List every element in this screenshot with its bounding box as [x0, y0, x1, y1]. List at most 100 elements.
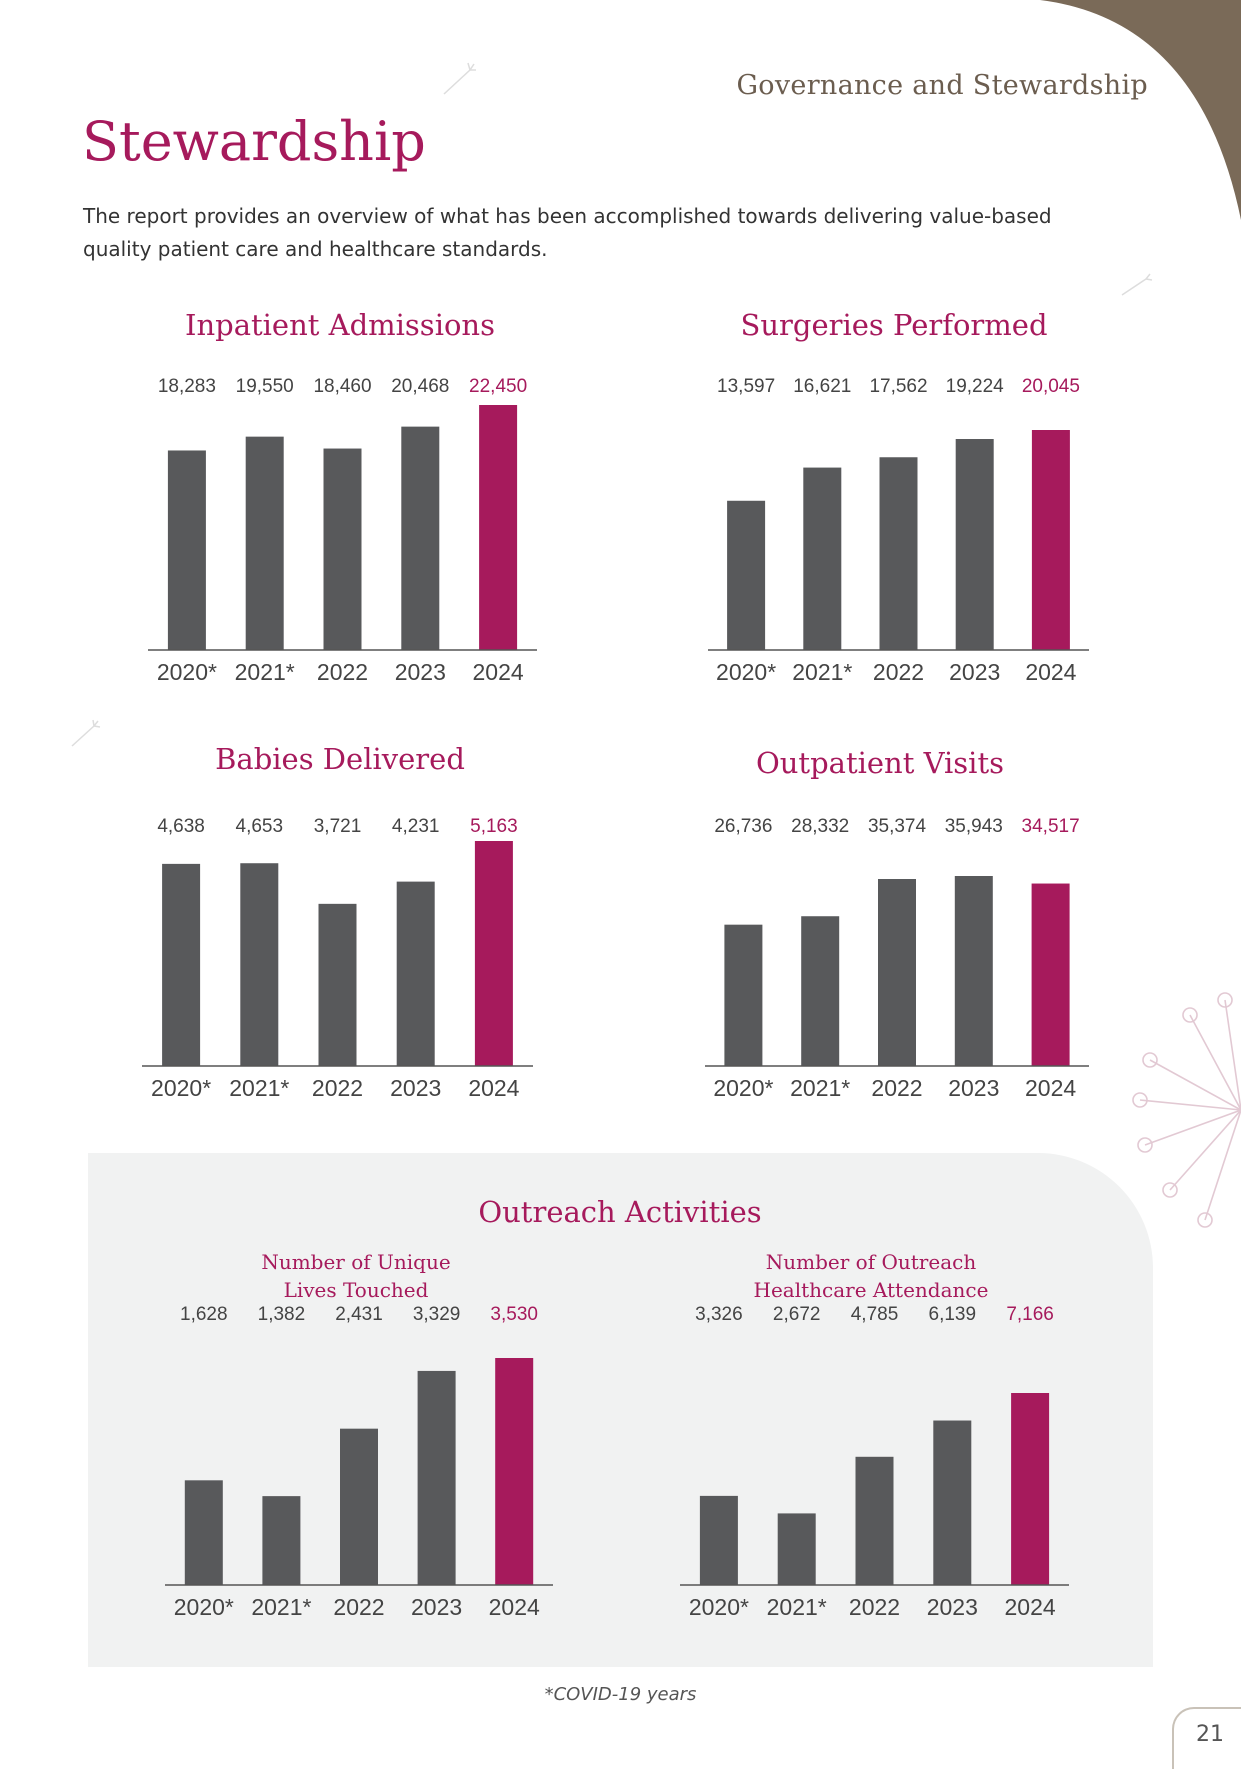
bar-2023 — [396, 881, 435, 1066]
x-tick-label: 2021* — [235, 659, 295, 685]
outreach-title: Outreach Activities — [478, 1195, 762, 1229]
data-label: 26,736 — [714, 816, 772, 837]
data-label: 19,550 — [236, 376, 294, 397]
bar-2023 — [401, 426, 440, 650]
bar-2022 — [318, 903, 357, 1066]
bar-2023 — [955, 439, 994, 650]
sprig-decoration-icon — [443, 62, 476, 95]
x-tick-label: 2021* — [229, 1075, 289, 1101]
data-label: 34,517 — [1022, 816, 1080, 837]
x-tick-label: 2020* — [157, 659, 217, 685]
data-label: 13,597 — [717, 376, 775, 397]
bar-2022 — [340, 1428, 378, 1585]
chart-title-surgeries: Surgeries Performed — [740, 308, 1048, 342]
x-tick-label: 2022 — [317, 659, 368, 685]
bar-2023 — [954, 876, 993, 1066]
bar-2023 — [417, 1370, 456, 1585]
x-tick-label: 2024 — [1025, 659, 1076, 685]
x-tick-label: 2023 — [949, 659, 1000, 685]
x-tick-label: 2022 — [871, 1075, 922, 1101]
bar-2022 — [323, 448, 362, 650]
x-tick-label: 2024 — [1005, 1594, 1056, 1620]
bar-2021-covid — [262, 1496, 301, 1585]
subtitle-line: Number of Unique — [261, 1250, 451, 1274]
data-label: 18,283 — [158, 376, 216, 397]
data-label: 4,231 — [392, 816, 440, 837]
chart-surgeries-performed: 13,597 2020* 16,621 2021* 17,562 2022 19,224 20… — [708, 376, 1089, 685]
data-label: 35,374 — [868, 816, 927, 837]
data-label: 1,382 — [258, 1304, 306, 1325]
bar-2022 — [878, 879, 916, 1066]
page-number: 21 — [1196, 1722, 1224, 1747]
x-tick-label: 2023 — [395, 659, 446, 685]
data-label: 22,450 — [469, 376, 527, 397]
bar-2022 — [855, 1456, 894, 1585]
chart-title-inpatient: Inpatient Admissions — [185, 308, 495, 342]
chart-title-outpatient: Outpatient Visits — [755, 746, 1004, 780]
bar-2021-covid — [803, 467, 842, 650]
data-label: 17,562 — [869, 376, 927, 397]
chart-babies-delivered: 4,638 2020* 4,653 2021* 3,721 2022 4,231 2023 5,… — [142, 816, 533, 1101]
subtitle-line: Number of Outreach — [765, 1250, 977, 1274]
bar-2023 — [933, 1420, 972, 1585]
chart-subtitle-lives: Number of Unique Lives Touched — [206, 1248, 506, 1304]
bar-2024 — [474, 841, 513, 1066]
x-tick-label: 2023 — [927, 1594, 978, 1620]
data-label: 4,653 — [236, 816, 284, 837]
x-tick-label: 2023 — [390, 1075, 441, 1101]
bar-2020-covid — [167, 450, 206, 650]
x-tick-label: 2024 — [473, 659, 524, 685]
x-tick-label: 2022 — [312, 1075, 363, 1101]
bar-2021-covid — [801, 916, 840, 1066]
x-tick-label: 2023 — [411, 1594, 462, 1620]
bar-2020-covid — [727, 500, 766, 650]
x-tick-label: 2022 — [333, 1594, 384, 1620]
dandelion-decoration-icon — [1132, 992, 1241, 1228]
data-label: 6,139 — [929, 1304, 977, 1325]
subtitle-line: Lives Touched — [283, 1278, 429, 1302]
chart-subtitle-attendance: Number of Outreach Healthcare Attendance — [721, 1248, 1021, 1304]
chart-title-babies: Babies Delivered — [215, 742, 465, 776]
data-label: 3,326 — [695, 1304, 743, 1325]
footnote: *COVID-19 years — [544, 1684, 697, 1705]
data-label: 4,785 — [851, 1304, 899, 1325]
bar-2024 — [495, 1358, 534, 1585]
bar-2024 — [479, 405, 518, 650]
chart-outpatient-visits: 26,736 2020* 28,332 2021* 35,374 2022 35,943 20… — [705, 816, 1089, 1101]
data-label: 2,431 — [335, 1304, 383, 1325]
bar-2022 — [879, 457, 918, 650]
bar-2020-covid — [184, 1480, 223, 1585]
x-tick-label: 2020* — [713, 1075, 773, 1101]
data-label: 5,163 — [470, 816, 518, 837]
x-tick-label: 2021* — [790, 1075, 850, 1101]
data-label: 2,672 — [773, 1304, 821, 1325]
data-label: 28,332 — [791, 816, 849, 837]
data-label: 3,530 — [490, 1304, 538, 1325]
sprig-decoration-icon — [1121, 273, 1153, 296]
x-tick-label: 2021* — [251, 1594, 311, 1620]
data-label: 3,329 — [413, 1304, 461, 1325]
x-tick-label: 2020* — [174, 1594, 234, 1620]
chart-inpatient-admissions: 18,283 2020* 19,550 2021* 18,460 2022 20,468 20… — [148, 376, 537, 685]
bar-2020-covid — [724, 924, 763, 1066]
bar-2024 — [1031, 430, 1070, 650]
bar-2020-covid — [162, 863, 201, 1066]
x-tick-label: 2024 — [1025, 1075, 1076, 1101]
data-label: 3,721 — [314, 816, 362, 837]
data-label: 35,943 — [945, 816, 1003, 837]
data-label: 20,468 — [391, 376, 449, 397]
page-number-tab — [1172, 1707, 1241, 1769]
x-tick-label: 2022 — [873, 659, 924, 685]
data-label: 20,045 — [1022, 376, 1080, 397]
data-label: 18,460 — [313, 376, 371, 397]
data-label: 1,628 — [180, 1304, 228, 1325]
x-tick-label: 2024 — [468, 1075, 519, 1101]
section-heading: Governance and Stewardship — [736, 70, 1148, 101]
bar-2021-covid — [777, 1513, 816, 1585]
x-tick-label: 2024 — [489, 1594, 540, 1620]
chart-outreach-attendance: 3,326 2020* 2,672 2021* 4,785 2022 6,139 2023 7,… — [680, 1304, 1069, 1620]
intro-paragraph: The report provides an overview of what … — [83, 204, 1052, 261]
bar-2021-covid — [240, 863, 279, 1066]
page-title: Stewardship — [82, 110, 426, 173]
bar-2024 — [1031, 883, 1070, 1066]
